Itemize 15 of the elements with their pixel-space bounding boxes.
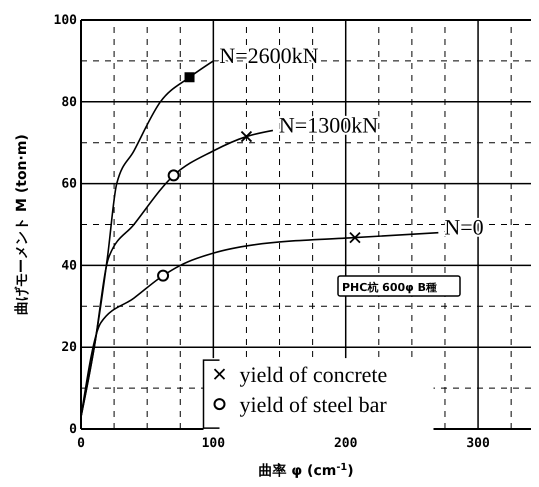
y-tick-label: 80 <box>61 94 78 110</box>
y-tick-label: 20 <box>61 340 78 356</box>
annotation: PHC杭 600φ B種 <box>342 280 437 294</box>
x-tick-label: 300 <box>466 436 490 451</box>
y-tick-label: 40 <box>61 258 78 274</box>
legend-label: yield of steel bar <box>240 392 388 418</box>
y-tick-label: 0 <box>69 422 78 437</box>
y-axis-title: 曲げモーメント M (ton·m) <box>14 134 30 315</box>
series-label: N=2600kN <box>219 42 319 68</box>
legend-label: yield of concrete <box>240 362 388 388</box>
y-tick-label: 60 <box>61 176 78 192</box>
y-tick-label: 100 <box>54 13 78 28</box>
x-tick-label: 200 <box>334 436 358 451</box>
x-axis-title: 曲率 φ (cm$^{-1}$) <box>258 462 354 479</box>
x-tick-label: 100 <box>202 436 226 451</box>
